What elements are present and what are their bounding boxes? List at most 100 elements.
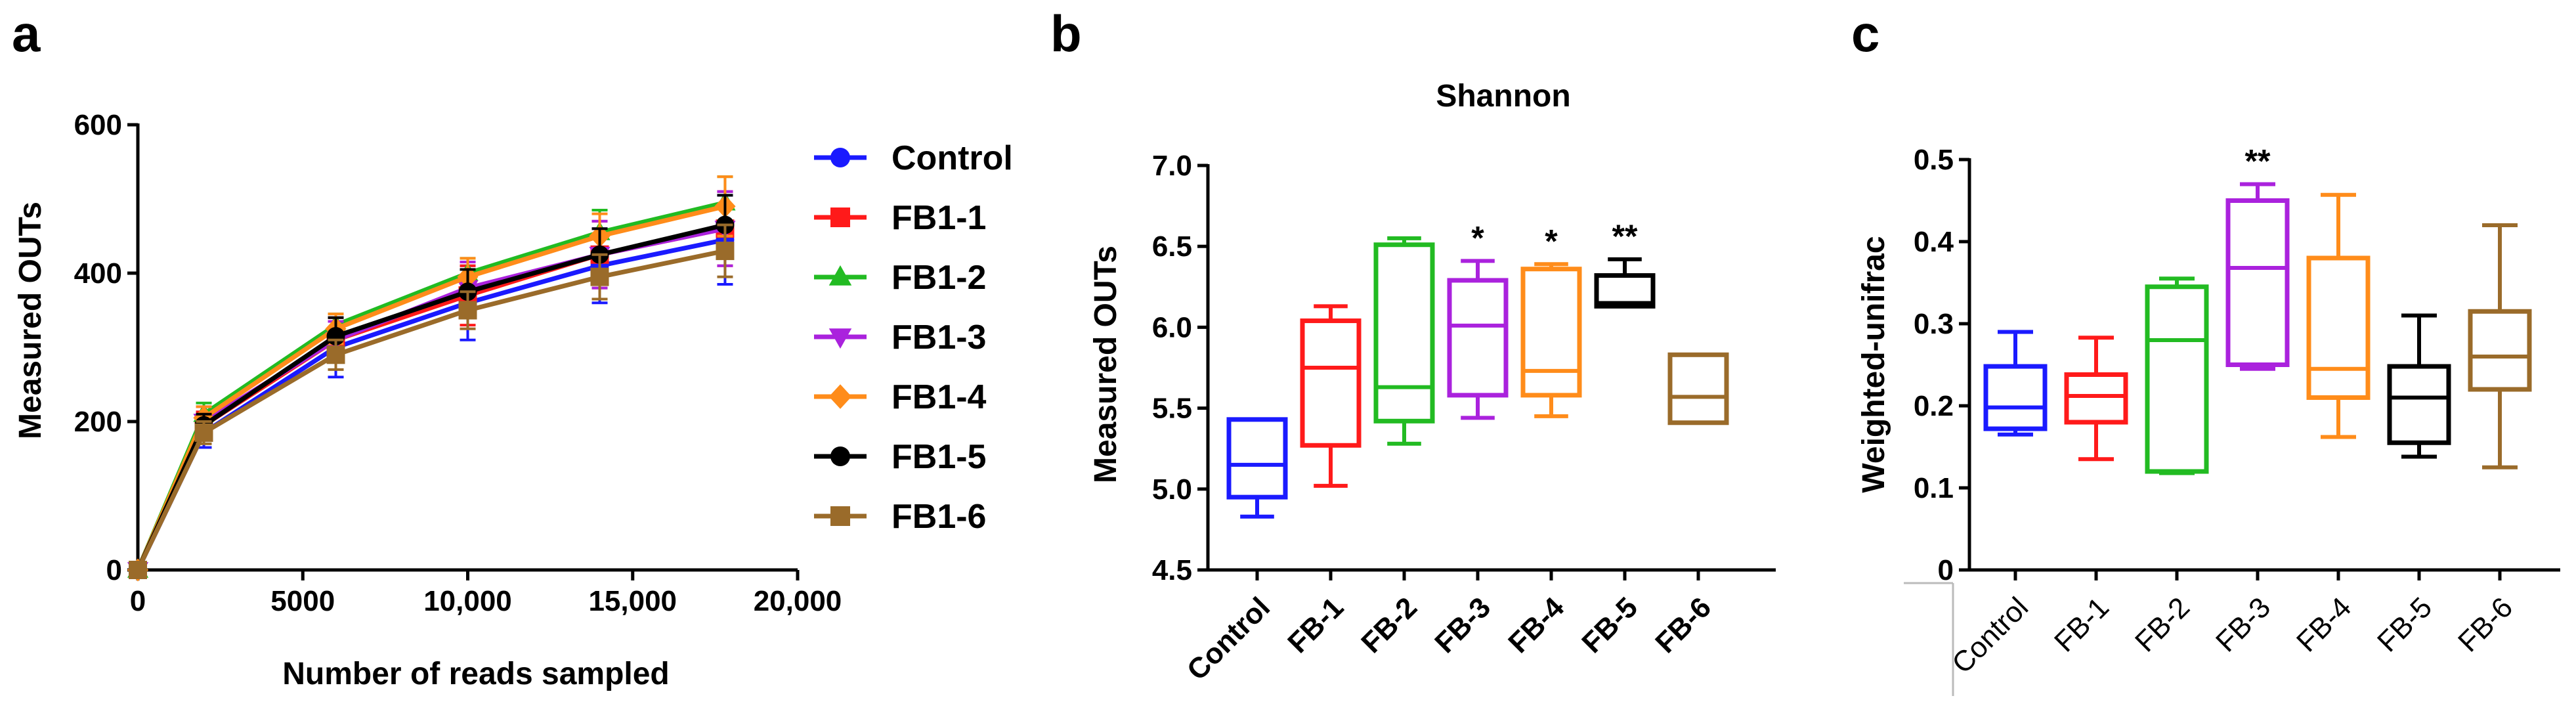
box-FB-4 bbox=[2306, 192, 2371, 439]
panel-b-significance-marker: ** bbox=[1612, 218, 1638, 255]
box-iqr bbox=[2225, 198, 2290, 367]
panel-b-category-label: FB-6 bbox=[1649, 591, 1717, 659]
box-iqr bbox=[1226, 417, 1288, 500]
panel-c-significance-marker: ** bbox=[2245, 143, 2271, 180]
box-iqr bbox=[1983, 364, 2048, 431]
legend-item-FB1-2: FB1-2 bbox=[814, 259, 986, 297]
panel-label-b: b bbox=[1050, 5, 1082, 62]
box-iqr bbox=[1373, 242, 1435, 424]
legend-item-FB1-1: FB1-1 bbox=[814, 199, 986, 237]
series-line bbox=[135, 248, 726, 571]
panel-c-ytick-label: 0.1 bbox=[1914, 472, 1954, 504]
series-FB1-5 bbox=[129, 194, 735, 579]
panel-c-category-label: Control bbox=[1946, 591, 2034, 680]
panel-c-ylabel: Weighted-unifrac bbox=[1857, 236, 1891, 492]
legend-item-Control: Control bbox=[814, 139, 1013, 177]
panel-b-category-label: FB-1 bbox=[1281, 591, 1350, 659]
box-FB-6 bbox=[1667, 352, 1729, 425]
legend-label: FB1-6 bbox=[891, 498, 986, 536]
legend-label: FB1-4 bbox=[891, 378, 987, 416]
panel-a-ytick-label: 0 bbox=[106, 554, 122, 586]
box-Control bbox=[1983, 330, 2048, 437]
series-FB1-3 bbox=[127, 190, 736, 581]
panel-b-title: Shannon bbox=[1436, 79, 1570, 114]
box-iqr bbox=[1520, 267, 1582, 398]
box-iqr bbox=[2387, 364, 2451, 445]
legend-item-FB1-6: FB1-6 bbox=[814, 498, 986, 536]
panel-c-category-label: FB-5 bbox=[2371, 591, 2438, 658]
legend-label: FB1-1 bbox=[891, 199, 986, 237]
box-FB-1 bbox=[1300, 304, 1362, 488]
series-FB1-1 bbox=[129, 190, 735, 579]
panel-c-ytick-label: 0.2 bbox=[1914, 390, 1954, 422]
panel-a-legend: Control FB1-1 FB1-2 FB1-3 FB1-4 FB1-5 FB1-6 bbox=[814, 139, 1013, 536]
series-FB1-6 bbox=[129, 223, 735, 579]
panel-c-ytick-label: 0.4 bbox=[1914, 226, 1954, 258]
legend-label: Control bbox=[891, 139, 1013, 177]
panel-label-c: c bbox=[1851, 5, 1879, 62]
box-Control bbox=[1226, 417, 1288, 519]
panel-a-line-chart: Measured OUTs Number of reads sampled 0 2… bbox=[13, 109, 842, 691]
legend-item-FB1-3: FB1-3 bbox=[814, 318, 986, 357]
legend-marker bbox=[830, 506, 850, 526]
legend-item-FB1-5: FB1-5 bbox=[814, 438, 986, 476]
box-FB-3 bbox=[2225, 182, 2290, 371]
panel-a-ytick-label: 600 bbox=[74, 109, 122, 141]
panel-a-xtick-label: 15,000 bbox=[588, 585, 677, 617]
panel-b-ytick-label: 6.0 bbox=[1152, 311, 1192, 343]
panel-c-ytick-label: 0.3 bbox=[1914, 308, 1954, 340]
panel-c-category-label: FB-6 bbox=[2452, 591, 2519, 658]
panel-a-xtick-label: 10,000 bbox=[423, 585, 512, 617]
panel-b-category-label: FB-2 bbox=[1355, 591, 1423, 659]
box-iqr bbox=[2145, 284, 2209, 474]
panel-c-ytick-label: 0 bbox=[1938, 554, 1954, 586]
panel-b-ytick-label: 7.0 bbox=[1152, 150, 1192, 182]
panel-c-box-plot: Weighted-unifrac 0 0.1 0.2 0.3 0.4 0.5 Control… bbox=[1857, 143, 2560, 696]
box-FB-5 bbox=[2387, 313, 2451, 459]
panel-b-category-label: FB-5 bbox=[1576, 591, 1644, 659]
panel-b-ytick-label: 4.5 bbox=[1152, 554, 1192, 586]
panel-c-category-label: FB-1 bbox=[2048, 591, 2115, 658]
data-point bbox=[716, 242, 735, 261]
box-FB-6 bbox=[2468, 223, 2532, 469]
legend-item-FB1-4: FB1-4 bbox=[814, 378, 987, 416]
series-line bbox=[135, 204, 726, 571]
box-iqr bbox=[2468, 309, 2532, 392]
series-line bbox=[135, 223, 726, 571]
data-point bbox=[194, 423, 213, 442]
box-FB-4 bbox=[1520, 262, 1582, 418]
series-FB1-4 bbox=[127, 175, 736, 582]
box-iqr bbox=[2306, 255, 2371, 400]
legend-marker bbox=[828, 265, 852, 286]
panel-b-significance-marker: * bbox=[1545, 223, 1558, 259]
panel-b-ytick-label: 5.0 bbox=[1152, 473, 1192, 506]
panel-b-ytick-label: 6.5 bbox=[1152, 230, 1192, 263]
box-FB-3 bbox=[1447, 259, 1509, 420]
panel-b-box-plot: Shannon Measured OUTs 4.5 5.0 5.5 6.0 6.5 7.0… bbox=[1088, 79, 1776, 687]
panel-a-ytick-label: 400 bbox=[74, 257, 122, 290]
box-iqr bbox=[2064, 372, 2128, 425]
panel-b-category-label: FB-4 bbox=[1502, 591, 1570, 659]
data-point bbox=[458, 301, 477, 320]
panel-b-ylabel: Measured OUTs bbox=[1088, 246, 1123, 483]
box-iqr bbox=[1667, 352, 1729, 425]
panel-b-category-label: Control bbox=[1181, 591, 1276, 686]
panel-c-category-label: FB-2 bbox=[2129, 591, 2196, 658]
panel-b-significance-marker: * bbox=[1471, 219, 1484, 256]
legend-marker bbox=[828, 328, 852, 349]
legend-marker bbox=[830, 148, 850, 167]
panel-b-category-label: FB-3 bbox=[1428, 591, 1497, 659]
box-FB-2 bbox=[2145, 276, 2209, 475]
panel-c-category-label: FB-4 bbox=[2290, 591, 2357, 658]
panel-a-ylabel: Measured OUTs bbox=[13, 202, 48, 439]
panel-a-xlabel: Number of reads sampled bbox=[282, 657, 670, 691]
panel-a-xtick-label: 20,000 bbox=[754, 585, 842, 617]
box-FB-5 bbox=[1594, 257, 1656, 309]
series-Control bbox=[129, 194, 735, 579]
data-point bbox=[326, 345, 345, 364]
panel-a-xtick-label: 5000 bbox=[270, 585, 335, 617]
panel-a-ytick-label: 200 bbox=[74, 406, 122, 438]
legend-marker bbox=[830, 207, 850, 227]
box-FB-1 bbox=[2064, 336, 2128, 462]
panel-c-category-label: FB-3 bbox=[2210, 591, 2277, 658]
